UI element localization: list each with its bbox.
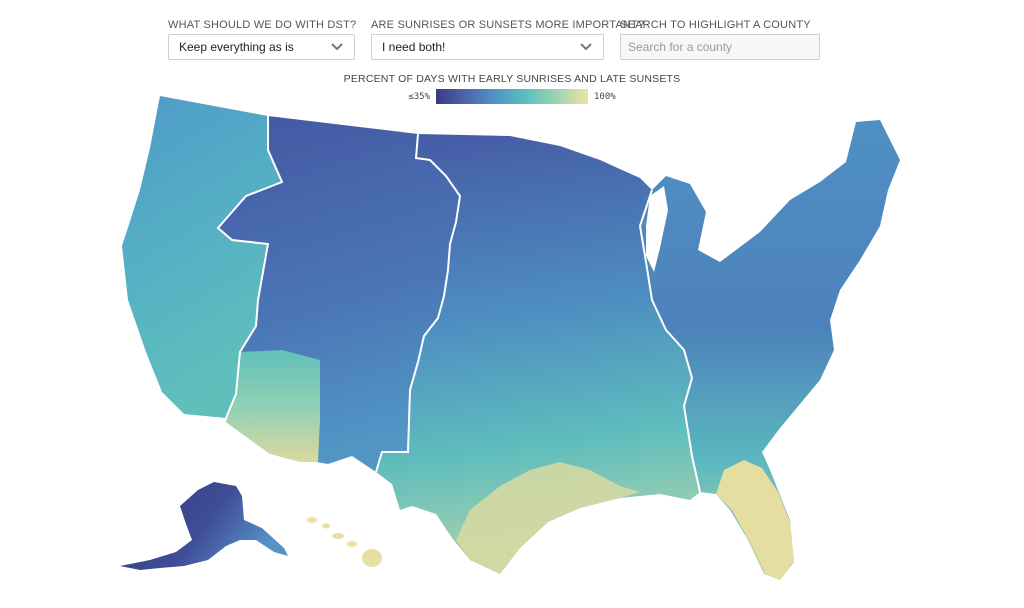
legend-min-label: ≤35%	[408, 91, 430, 102]
search-control: SEARCH TO HIGHLIGHT A COUNTY	[620, 18, 820, 60]
time-zone-border	[638, 189, 701, 493]
priority-label: ARE SUNRISES OR SUNSETS MORE IMPORTANT?	[371, 19, 645, 31]
dst-label: WHAT SHOULD WE DO WITH DST?	[168, 19, 357, 31]
legend-scale: ≤35% 100%	[0, 89, 1024, 104]
legend-title: PERCENT OF DAYS WITH EARLY SUNRISES AND …	[343, 73, 681, 85]
florida-region[interactable]	[716, 460, 794, 580]
gulf-coast-region[interactable]	[456, 462, 640, 574]
chevron-down-icon	[579, 40, 593, 54]
time-zone-border	[375, 133, 462, 473]
legend-color-bar	[436, 89, 588, 104]
map-legend: PERCENT OF DAYS WITH EARLY SUNRISES AND …	[0, 72, 1024, 104]
priority-control: ARE SUNRISES OR SUNSETS MORE IMPORTANT? …	[371, 18, 645, 60]
legend-max-label: 100%	[594, 91, 616, 102]
county-search-input[interactable]	[620, 34, 820, 60]
chevron-down-icon	[330, 40, 344, 54]
dst-select[interactable]: Keep everything as is	[168, 34, 355, 60]
hawaii[interactable]	[307, 517, 382, 567]
dst-select-value: Keep everything as is	[179, 40, 294, 54]
arizona-region[interactable]	[226, 350, 320, 462]
alaska[interactable]	[120, 482, 288, 570]
dst-control: WHAT SHOULD WE DO WITH DST? Keep everyth…	[168, 18, 357, 60]
pacific-time-zone[interactable]	[122, 96, 282, 418]
central-time-zone[interactable]	[376, 134, 700, 574]
eastern-time-zone[interactable]	[640, 120, 900, 580]
priority-select[interactable]: I need both!	[371, 34, 604, 60]
lake-michigan	[646, 186, 668, 272]
search-label: SEARCH TO HIGHLIGHT A COUNTY	[620, 19, 811, 31]
priority-select-value: I need both!	[382, 40, 446, 54]
time-zone-border	[216, 116, 284, 419]
